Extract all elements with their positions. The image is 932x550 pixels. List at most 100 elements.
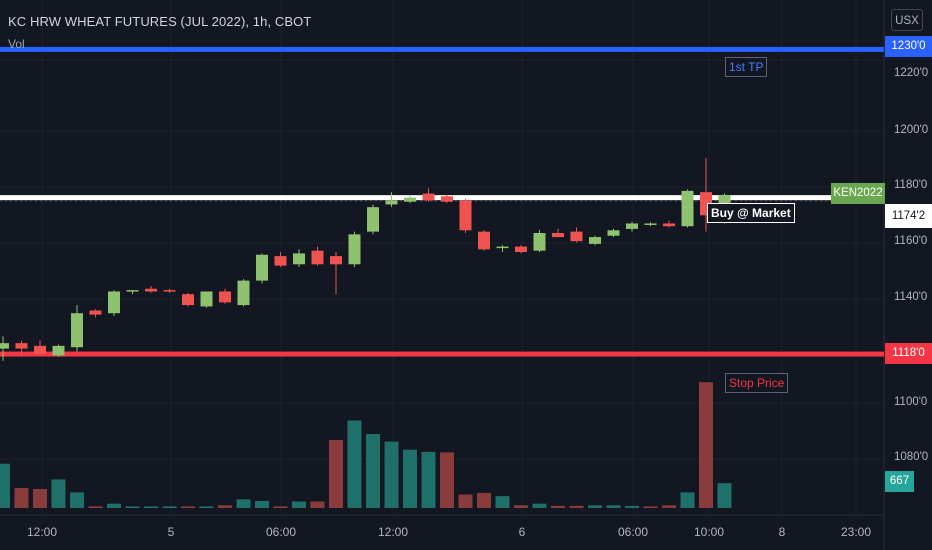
candle-body	[607, 230, 620, 236]
candle-body	[644, 223, 657, 225]
y-tick: 1180'0	[894, 179, 928, 191]
candle-body	[385, 200, 398, 205]
volume-value-label: 667	[885, 471, 914, 492]
volume-bar	[440, 452, 454, 508]
volume-bar	[680, 492, 695, 508]
candle-body	[348, 234, 361, 265]
candle-body	[89, 310, 102, 315]
candle-body	[182, 294, 194, 306]
volume-bar	[125, 506, 140, 508]
candle-body	[533, 233, 546, 251]
volume-bar	[384, 441, 399, 508]
candle-body	[52, 345, 65, 356]
volume-bar	[14, 488, 29, 508]
stop-price-line	[0, 351, 884, 357]
candle-body	[441, 196, 453, 202]
take-profit-line	[0, 46, 884, 52]
candle-body	[589, 237, 601, 244]
candle-body	[404, 197, 416, 202]
volume-bar	[88, 506, 103, 508]
x-tick: 06:00	[265, 525, 297, 539]
volume-bar	[532, 503, 547, 508]
x-tick: 06:00	[617, 525, 649, 539]
candle-body	[108, 291, 120, 314]
volume-bar	[588, 505, 602, 508]
volume-bar	[458, 494, 473, 508]
volume-bar	[0, 463, 10, 508]
entry-note[interactable]: Buy @ Market	[707, 203, 795, 223]
y-tick: 1220'0	[894, 67, 929, 79]
candle-body	[15, 343, 28, 349]
x-tick: 10:00	[693, 525, 725, 539]
x-tick: 5	[167, 525, 175, 539]
volume-bar	[347, 420, 362, 508]
candle-body	[367, 207, 379, 232]
candle-body	[311, 250, 324, 265]
volume-bar	[329, 439, 343, 508]
y-tick: 1100'0	[894, 396, 928, 408]
y-tick: 1160'0	[894, 235, 928, 247]
volume-bar	[181, 506, 195, 508]
volume-bar	[625, 505, 639, 508]
volume-bar	[569, 505, 584, 508]
candle-body	[274, 256, 287, 266]
stop-price-label: 1118'0	[885, 343, 932, 364]
volume-bar	[236, 499, 251, 508]
volume-bar	[107, 503, 121, 508]
y-tick: 1200'0	[894, 124, 929, 136]
x-tick: 23:00	[840, 525, 872, 539]
volume-bar	[551, 505, 565, 508]
volume-bar	[292, 501, 306, 508]
volume-bar	[643, 506, 658, 508]
candle-body	[200, 291, 213, 307]
candle-body	[663, 223, 675, 227]
candle-body	[34, 345, 46, 355]
candle-body	[459, 200, 472, 231]
volume-bar	[514, 505, 528, 508]
candle-body	[126, 290, 139, 292]
volume-indicator-label: Vol	[8, 37, 25, 51]
tp-price-label: 1230'0	[885, 36, 932, 57]
volume-bar	[421, 451, 436, 508]
volume-bar	[218, 505, 232, 508]
candle-body	[256, 254, 268, 281]
volume-bar	[606, 505, 621, 508]
candle-body	[237, 280, 250, 306]
volume-bar	[273, 506, 288, 508]
candle-body	[219, 291, 231, 303]
volume-bar	[310, 501, 325, 508]
y-tick: 1140'0	[894, 291, 928, 303]
chart-title: KC HRW WHEAT FUTURES (JUL 2022), 1h, CBO…	[8, 14, 312, 29]
currency-button[interactable]: USX	[891, 9, 923, 31]
candle-body	[330, 256, 342, 265]
volume-bar	[70, 492, 84, 508]
candle-body	[496, 246, 509, 249]
candle-body	[552, 233, 564, 238]
candle-body	[681, 190, 694, 227]
x-tick: 12:00	[377, 525, 409, 539]
candle-body	[478, 231, 490, 250]
candle-body	[0, 343, 9, 349]
volume-bar	[162, 506, 177, 508]
volume-bar	[495, 496, 510, 508]
volume-bar	[662, 505, 676, 508]
candle-body	[626, 223, 638, 229]
volume-bar	[477, 492, 491, 508]
volume-bar	[51, 479, 66, 508]
y-tick: 1080'0	[894, 451, 929, 463]
volume-bar	[33, 489, 47, 508]
volume-bar	[403, 449, 417, 508]
x-tick: 12:00	[26, 525, 58, 539]
volume-bar	[144, 506, 158, 508]
candle-body	[515, 246, 527, 253]
volume-bar	[717, 483, 732, 508]
x-tick: 8	[778, 525, 786, 539]
stop-note[interactable]: Stop Price	[725, 373, 789, 393]
volume-bar	[199, 506, 214, 508]
volume-bar	[699, 382, 713, 508]
candle-body	[293, 253, 305, 265]
candle-body	[570, 231, 583, 242]
tp-note[interactable]: 1st TP	[725, 57, 768, 77]
volume-bar	[255, 500, 269, 508]
